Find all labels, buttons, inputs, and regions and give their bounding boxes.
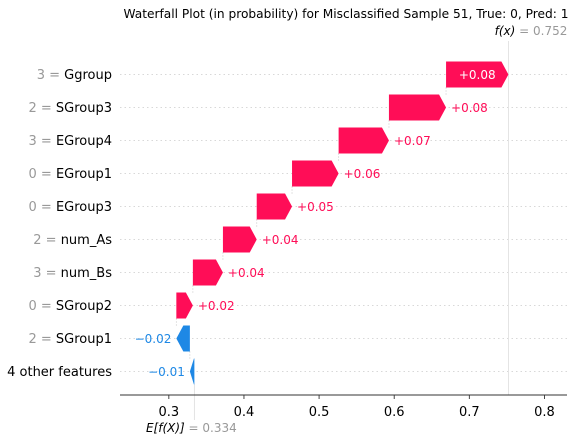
waterfall-bar [446, 61, 509, 88]
bar-value-label: −0.01 [148, 365, 185, 379]
feature-label: 2 = SGroup3 [28, 101, 112, 116]
bar-value-label: +0.08 [451, 101, 488, 115]
waterfall-bar [292, 160, 339, 187]
bar-value-label: +0.08 [459, 68, 496, 82]
feature-label: 2 = num_As [33, 233, 112, 248]
x-tick-label: 0.3 [158, 405, 179, 420]
feature-name: num_As [61, 233, 113, 248]
feature-value: 3 = [33, 266, 60, 281]
feature-name: EGroup4 [56, 134, 112, 149]
x-tick-label: 0.7 [459, 405, 480, 420]
feature-value: 2 = [33, 233, 60, 248]
waterfall-bar [176, 325, 190, 352]
feature-name: EGroup3 [56, 200, 112, 215]
feature-label: 2 = SGroup1 [28, 332, 112, 347]
x-tick-label: 0.4 [234, 405, 255, 420]
bar-value-label: +0.06 [344, 167, 381, 181]
feature-value: 0 = [29, 200, 56, 215]
feature-label: 4 other features [7, 365, 112, 380]
feature-value: 2 = [28, 332, 55, 347]
chart-title: Waterfall Plot (in probability) for Misc… [123, 7, 568, 21]
bar-value-label: +0.02 [198, 299, 235, 313]
x-tick-label: 0.8 [534, 405, 555, 420]
feature-name: SGroup1 [56, 332, 112, 347]
waterfall-bar [388, 94, 447, 121]
feature-name: num_Bs [61, 266, 113, 281]
feature-label: 3 = num_Bs [33, 266, 112, 281]
feature-label: 0 = EGroup1 [29, 167, 113, 182]
fx-annotation: f(x) = 0.752 [495, 24, 568, 38]
feature-label: 3 = EGroup4 [29, 134, 113, 149]
feature-label: 3 = Ggroup [37, 68, 112, 83]
bar-value-label: +0.04 [262, 233, 299, 247]
waterfall-bar [176, 292, 193, 319]
waterfall-bar [338, 127, 389, 154]
waterfall-bar [189, 358, 195, 385]
efx-annotation: E[f(X)] = 0.334 [146, 421, 237, 435]
feature-value: 0 = [28, 299, 55, 314]
feature-name: EGroup1 [56, 167, 112, 182]
bar-value-label: +0.07 [394, 134, 431, 148]
fx-value: = 0.752 [515, 24, 567, 38]
efx-value: = 0.334 [185, 421, 237, 435]
feature-name: SGroup2 [56, 299, 112, 314]
feature-name: SGroup3 [56, 101, 112, 116]
feature-name: 4 other features [7, 365, 112, 380]
feature-value: 2 = [28, 101, 55, 116]
bar-value-label: +0.05 [297, 200, 334, 214]
x-tick-label: 0.6 [384, 405, 405, 420]
bar-value-label: +0.04 [228, 266, 265, 280]
feature-value: 0 = [29, 167, 56, 182]
waterfall-bar [222, 226, 257, 253]
bar-value-label: −0.02 [135, 332, 172, 346]
feature-value: 3 = [37, 68, 64, 83]
efx-symbol: E[f(X)] [146, 421, 185, 435]
waterfall-bar [256, 193, 293, 220]
feature-value: 3 = [29, 134, 56, 149]
feature-name: Ggroup [64, 68, 112, 83]
x-tick-label: 0.5 [309, 405, 330, 420]
feature-label: 0 = SGroup2 [28, 299, 112, 314]
feature-label: 0 = EGroup3 [29, 200, 113, 215]
waterfall-bar [192, 259, 223, 286]
fx-symbol: f(x) [495, 24, 516, 38]
